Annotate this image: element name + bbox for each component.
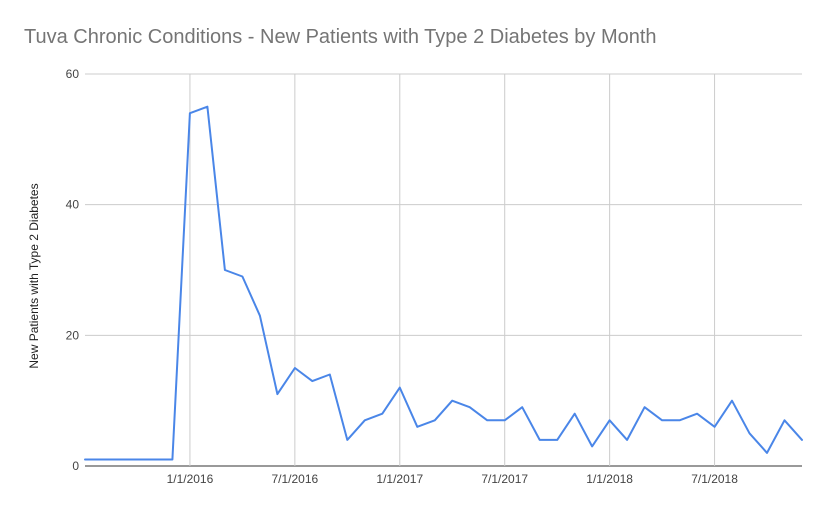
y-tick-label: 0: [72, 459, 79, 473]
data-point: [696, 413, 698, 415]
data-point: [504, 419, 506, 421]
y-tick-label: 60: [66, 67, 80, 81]
data-point: [102, 459, 104, 461]
data-point: [206, 106, 208, 108]
x-tick-label: 7/1/2018: [691, 472, 738, 486]
x-tick-label: 7/1/2016: [271, 472, 318, 486]
data-point: [609, 419, 611, 421]
data-point: [539, 439, 541, 441]
data-point: [469, 406, 471, 408]
data-point: [416, 426, 418, 428]
data-point: [434, 419, 436, 421]
y-tick-label: 20: [66, 328, 80, 342]
data-point: [346, 439, 348, 441]
data-point: [574, 413, 576, 415]
series-line: [84, 105, 803, 461]
data-point: [119, 459, 121, 461]
data-point: [137, 459, 139, 461]
data-point: [749, 432, 751, 434]
grid: [85, 73, 802, 467]
data-point: [84, 459, 86, 461]
data-point: [399, 387, 401, 389]
data-point: [661, 419, 663, 421]
data-point: [364, 419, 366, 421]
data-point: [224, 269, 226, 271]
data-point: [276, 393, 278, 395]
y-axis-label: New Patients with Type 2 Diabetes: [27, 183, 41, 368]
data-point: [556, 439, 558, 441]
x-tick-label: 1/1/2017: [376, 472, 423, 486]
data-point: [486, 419, 488, 421]
data-point: [329, 374, 331, 376]
data-point: [521, 406, 523, 408]
data-point: [154, 459, 156, 461]
data-point: [189, 112, 191, 114]
data-point: [644, 406, 646, 408]
data-point: [784, 419, 786, 421]
data-point: [294, 367, 296, 369]
data-point: [801, 439, 803, 441]
data-point: [766, 452, 768, 454]
x-tick-label: 7/1/2017: [481, 472, 528, 486]
data-point: [381, 413, 383, 415]
data-point: [626, 439, 628, 441]
data-point: [311, 380, 313, 382]
y-axis-ticks: 0 20 40 60: [66, 67, 80, 473]
data-point: [714, 426, 716, 428]
data-point: [259, 315, 261, 317]
x-tick-label: 1/1/2018: [586, 472, 633, 486]
series-group: [84, 105, 803, 461]
data-point: [241, 276, 243, 278]
data-point: [451, 400, 453, 402]
data-point: [591, 445, 593, 447]
data-point: [731, 400, 733, 402]
data-point: [171, 459, 173, 461]
data-point: [679, 419, 681, 421]
x-axis-ticks: 1/1/2016 7/1/2016 1/1/2017 7/1/2017 1/1/2018…: [167, 472, 739, 486]
chart-title: Tuva Chronic Conditions - New Patients w…: [24, 26, 657, 48]
y-tick-label: 40: [66, 198, 80, 212]
x-tick-label: 1/1/2016: [167, 472, 214, 486]
